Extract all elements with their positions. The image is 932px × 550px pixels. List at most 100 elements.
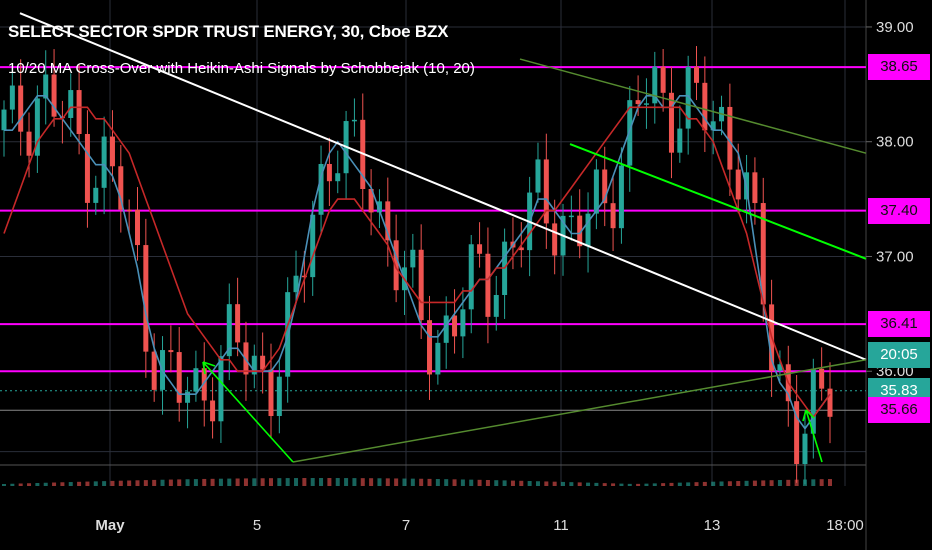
volume-bar (143, 480, 148, 486)
candle-body (668, 92, 674, 153)
volume-bar (235, 478, 240, 486)
volume-bar (18, 483, 23, 486)
volume-bar (561, 481, 566, 486)
volume-bar (769, 480, 774, 486)
candle-body (694, 66, 700, 83)
volume-bar (327, 478, 332, 486)
volume-bar (636, 483, 641, 486)
volume-bar (102, 481, 107, 486)
candle-body (310, 214, 316, 278)
volume-bar (444, 479, 449, 486)
candle-body (777, 364, 783, 371)
price-tag: 37.40 (868, 197, 930, 224)
volume-bar (427, 478, 432, 486)
ma10-line (4, 95, 831, 430)
arrow-line (805, 409, 823, 463)
volume-bar (719, 481, 724, 486)
candle-body (318, 163, 324, 215)
candle-body (643, 103, 649, 105)
volume-bar (527, 481, 532, 486)
volume-bar (619, 483, 624, 486)
candle-body (168, 350, 174, 353)
candle-body (251, 355, 257, 375)
time-axis: May 5 7 11 13 18:00 (95, 517, 863, 534)
candle-body (293, 275, 299, 293)
candle-body (618, 165, 624, 229)
volume-bar (193, 479, 198, 486)
x-tick-label: May (95, 517, 125, 534)
volume-bar (310, 478, 315, 486)
candle-body (276, 376, 282, 417)
volume-bar (60, 482, 65, 486)
candle-body (93, 187, 99, 203)
candle-body (226, 304, 232, 357)
volume-bar (602, 483, 607, 486)
volume-bar (469, 479, 474, 486)
candle-body (635, 100, 641, 105)
candle-body (819, 368, 825, 389)
candle-body (393, 240, 399, 291)
volume-bar (210, 478, 215, 486)
volume-bar (85, 481, 90, 486)
candle-body (710, 121, 716, 131)
candle-body (610, 203, 616, 229)
moving-averages (3, 95, 831, 430)
volume-bar (52, 482, 57, 486)
volume-bar (268, 478, 273, 486)
candle-body (552, 223, 558, 256)
grid (0, 0, 867, 550)
candle-body (335, 173, 341, 182)
candle-body (427, 320, 433, 375)
volume-bar (2, 484, 6, 486)
volume-bar (419, 478, 424, 486)
volume-bar (811, 479, 816, 486)
volume-bar (135, 480, 140, 486)
candle-body (376, 201, 382, 213)
candle-body (802, 433, 808, 465)
volume-bar (510, 480, 515, 486)
candle-body (18, 85, 24, 132)
candle-body (577, 215, 583, 247)
candle-body (518, 247, 524, 251)
volume-bar (344, 478, 349, 486)
candle-body (151, 351, 157, 390)
candle-body (301, 275, 307, 278)
candle-body (452, 315, 458, 337)
x-tick-label: 7 (402, 517, 410, 534)
volume-bar (43, 482, 48, 486)
x-tick-label: 11 (553, 517, 569, 534)
volume-bar (127, 480, 132, 486)
candle-body (193, 368, 199, 392)
candle-body (685, 66, 691, 129)
volume-bar (569, 482, 574, 486)
volume-bar (252, 478, 257, 486)
volume-bar (202, 478, 207, 486)
volume-bar (294, 478, 299, 486)
volume-bar (218, 478, 223, 486)
candle-body (477, 244, 483, 254)
candle-body (43, 74, 49, 99)
candle-body (101, 136, 107, 188)
candle-body (602, 169, 608, 204)
candle-body (9, 85, 15, 110)
volume-bar (352, 478, 357, 486)
candle-body (268, 369, 274, 417)
candle-body (410, 249, 416, 268)
candle-body (760, 203, 766, 305)
volume-bar (227, 478, 232, 486)
volume-bar (761, 480, 766, 486)
volume-bar (502, 480, 507, 486)
candle-body (210, 400, 216, 422)
volume-bar (302, 478, 307, 486)
candle-body (568, 215, 574, 218)
y-tick-label: 38.00 (876, 134, 914, 151)
y-tick-label: 37.00 (876, 248, 914, 265)
candle-body (134, 209, 140, 246)
candle-body (201, 368, 207, 401)
candle-body (385, 201, 391, 241)
channel-lower-line (569, 143, 867, 260)
volume-bar (736, 481, 741, 486)
candle-body (118, 166, 124, 210)
volume-bar (277, 478, 282, 486)
price-tag: 36.41 (868, 311, 930, 338)
